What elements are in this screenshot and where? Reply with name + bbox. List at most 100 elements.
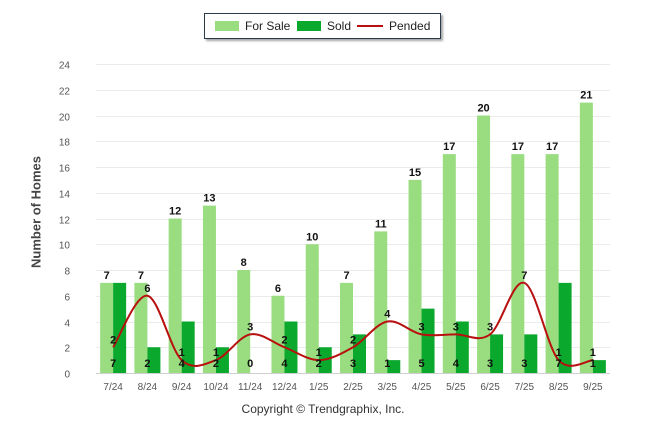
label-for-sale: 10: [306, 231, 318, 243]
legend: For Sale Sold Pended: [204, 13, 441, 39]
bar-for-sale: [271, 295, 285, 373]
label-sold: 5: [418, 358, 424, 370]
x-tick-label: 12/24: [272, 382, 297, 393]
copyright: Copyright © Trendgraphix, Inc.: [241, 402, 405, 416]
label-sold: 4: [179, 358, 186, 370]
x-tick-label: 6/25: [480, 382, 500, 393]
x-tick-label: 7/25: [515, 382, 535, 393]
bar-sold: [387, 360, 401, 373]
sold-swatch: [297, 21, 321, 31]
label-for-sale: 6: [275, 283, 281, 295]
x-tick-label: 5/25: [446, 382, 466, 393]
bar-for-sale: [408, 179, 422, 373]
label-pended: 1: [316, 347, 322, 359]
data-labels: 7772124132806410273111155174203173177211…: [104, 90, 596, 370]
x-tick-label: 10/24: [203, 382, 228, 393]
x-tick-label: 4/25: [412, 382, 432, 393]
label-for-sale: 8: [241, 257, 247, 269]
bar-for-sale: [511, 154, 525, 373]
bar-sold: [592, 360, 606, 373]
label-sold: 2: [316, 358, 322, 370]
label-sold: 7: [556, 358, 562, 370]
label-pended: 3: [453, 321, 459, 333]
for-sale-swatch: [215, 21, 239, 31]
label-pended: 3: [487, 321, 493, 333]
bar-for-sale: [168, 218, 182, 373]
label-for-sale: 17: [512, 141, 524, 153]
bar-for-sale: [134, 282, 148, 373]
label-sold: 2: [144, 358, 150, 370]
bar-sold: [113, 282, 127, 373]
label-sold: 1: [384, 358, 390, 370]
y-tick-label: 6: [64, 293, 70, 304]
x-tick-label: 8/25: [549, 382, 569, 393]
legend-item-for-sale[interactable]: For Sale: [215, 14, 290, 38]
bar-for-sale: [477, 115, 491, 373]
bar-sold: [147, 347, 161, 373]
legend-item-pended[interactable]: Pended: [357, 14, 430, 38]
label-pended: 1: [556, 347, 562, 359]
label-pended: 7: [521, 270, 527, 282]
pended-line: [112, 281, 594, 367]
bar-sold: [490, 334, 504, 373]
y-tick-label: 8: [64, 267, 70, 278]
bar-for-sale: [545, 154, 559, 373]
bar-sold: [524, 334, 538, 373]
x-tick-label: 3/25: [378, 382, 398, 393]
y-tick-label: 2: [64, 344, 70, 355]
label-for-sale: 17: [546, 141, 558, 153]
legend-label-sold: Sold: [327, 19, 352, 33]
label-pended: 3: [247, 321, 253, 333]
x-tick-label: 7/24: [103, 382, 123, 393]
label-pended: 1: [179, 347, 185, 359]
y-tick-label: 4: [64, 319, 70, 330]
label-for-sale: 11: [375, 218, 387, 230]
y-tick-label: 10: [59, 241, 71, 252]
label-pended: 2: [281, 334, 287, 346]
label-sold: 3: [350, 358, 356, 370]
label-for-sale: 7: [343, 270, 349, 282]
label-pended: 6: [144, 283, 150, 295]
label-pended: 3: [418, 321, 424, 333]
bar-for-sale: [442, 154, 456, 373]
label-pended: 4: [384, 309, 391, 321]
x-tick-label: 9/24: [172, 382, 192, 393]
bar-for-sale: [237, 270, 251, 373]
label-for-sale: 20: [477, 103, 489, 115]
bar-sold: [181, 321, 195, 373]
y-tick-label: 24: [59, 61, 71, 72]
label-for-sale: 7: [138, 270, 144, 282]
label-pended: 2: [350, 334, 356, 346]
bar-for-sale: [202, 205, 216, 373]
label-for-sale: 17: [443, 141, 455, 153]
bar-for-sale: [305, 244, 319, 373]
legend-item-sold[interactable]: Sold: [297, 14, 351, 38]
bar-for-sale: [374, 231, 388, 373]
y-tick-label: 12: [59, 216, 71, 227]
label-sold: 4: [453, 358, 460, 370]
bars: [100, 102, 606, 373]
bar-sold: [558, 282, 572, 373]
label-pended: 1: [590, 347, 596, 359]
label-for-sale: 12: [169, 206, 181, 218]
legend-label-pended: Pended: [389, 19, 431, 33]
label-sold: 4: [281, 358, 288, 370]
label-sold: 2: [213, 358, 219, 370]
bar-for-sale: [579, 102, 593, 373]
x-axis-ticks: 7/24 8/24 9/24 10/24 11/24 12/24 1/25 2/25 3/25 4…: [103, 382, 603, 393]
label-for-sale: 15: [409, 167, 421, 179]
label-sold: 0: [247, 358, 253, 370]
y-axis-label: Number of Homes: [28, 156, 44, 268]
label-pended: 1: [213, 347, 219, 359]
bar-for-sale: [100, 282, 114, 373]
label-sold: 1: [590, 358, 596, 370]
y-tick-label: 22: [59, 87, 71, 98]
label-for-sale: 13: [203, 193, 215, 205]
y-tick-label: 18: [59, 138, 71, 149]
x-tick-label: 2/25: [343, 382, 363, 393]
y-tick-label: 0: [64, 370, 70, 381]
legend-label-for-sale: For Sale: [245, 19, 291, 33]
label-sold: 7: [110, 358, 116, 370]
